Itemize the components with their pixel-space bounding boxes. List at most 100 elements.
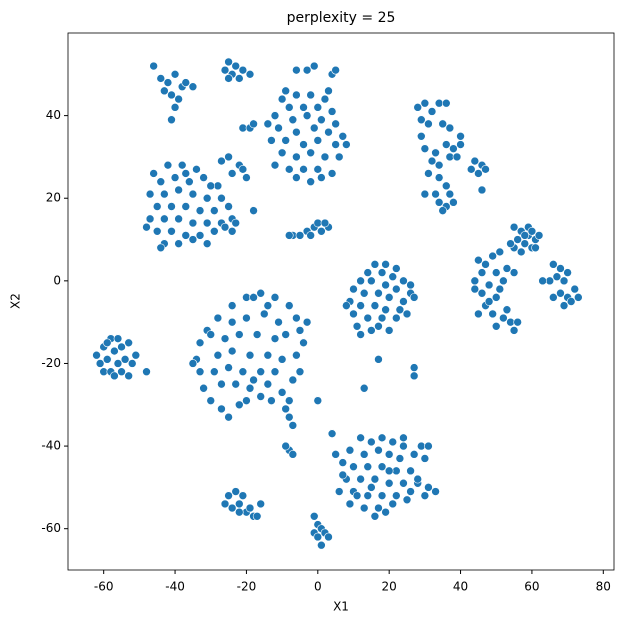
point: [313, 532, 323, 542]
point: [384, 466, 394, 476]
point: [249, 375, 258, 385]
point: [102, 338, 112, 348]
point: [377, 433, 387, 443]
point: [499, 313, 508, 323]
point: [338, 131, 348, 141]
point: [527, 226, 537, 236]
point: [295, 367, 305, 377]
point: [320, 218, 330, 228]
point: [131, 350, 141, 360]
point: [342, 140, 351, 149]
point: [334, 487, 344, 496]
point: [516, 247, 526, 257]
x-tick-label: 0: [314, 580, 322, 594]
point: [292, 152, 301, 162]
point: [381, 280, 390, 290]
point: [224, 491, 233, 500]
point: [324, 127, 333, 137]
point: [477, 288, 487, 298]
point: [431, 189, 440, 199]
point: [99, 367, 108, 377]
point: [331, 65, 340, 75]
point: [274, 123, 283, 133]
point: [370, 511, 380, 521]
point: [284, 231, 294, 240]
point: [359, 383, 369, 393]
chart-title: perplexity = 25: [287, 10, 396, 26]
point: [399, 297, 408, 306]
point: [277, 148, 287, 158]
point: [356, 330, 365, 339]
point: [388, 499, 398, 509]
point: [252, 330, 262, 339]
point: [220, 499, 230, 509]
point: [242, 173, 251, 182]
y-tick-label: -40: [41, 439, 61, 453]
point: [195, 338, 205, 348]
point: [167, 115, 176, 125]
point: [399, 433, 408, 443]
point: [124, 338, 133, 348]
point: [477, 268, 487, 277]
plot-frame: [67, 32, 615, 571]
point: [231, 487, 241, 496]
point: [220, 334, 230, 343]
point: [320, 152, 330, 162]
point: [416, 115, 426, 125]
point: [156, 74, 166, 83]
point: [227, 169, 237, 178]
point: [224, 412, 233, 422]
point: [363, 268, 373, 277]
point: [170, 173, 180, 182]
point: [445, 189, 455, 199]
point: [495, 284, 505, 294]
point: [142, 367, 151, 377]
point: [181, 169, 191, 178]
point: [342, 301, 351, 310]
point: [520, 239, 530, 248]
point: [292, 127, 301, 137]
point: [438, 206, 448, 215]
point: [213, 313, 223, 323]
point: [441, 140, 451, 149]
point: [399, 276, 408, 286]
point: [270, 160, 280, 170]
point: [392, 264, 401, 273]
point: [245, 70, 255, 79]
point: [288, 115, 298, 125]
point: [234, 507, 244, 517]
point: [345, 445, 355, 455]
point: [352, 321, 362, 331]
point: [206, 181, 216, 191]
point: [256, 499, 266, 509]
point: [292, 313, 301, 323]
point: [374, 445, 383, 455]
y-tick-label: -60: [41, 521, 61, 535]
point: [556, 264, 565, 273]
point: [420, 144, 430, 153]
point: [217, 193, 226, 203]
point: [420, 454, 430, 463]
point: [474, 309, 483, 319]
point: [374, 355, 383, 364]
point: [156, 243, 166, 253]
point: [392, 491, 401, 500]
point: [267, 396, 276, 405]
point: [431, 148, 440, 158]
point: [245, 350, 255, 360]
point: [356, 474, 365, 484]
point: [399, 441, 408, 451]
point: [242, 396, 251, 405]
point: [349, 462, 358, 472]
point: [210, 226, 219, 236]
point: [202, 239, 212, 248]
point: [416, 441, 426, 451]
point: [367, 437, 376, 447]
point: [234, 74, 244, 83]
point: [185, 177, 194, 187]
point: [384, 478, 394, 488]
point: [381, 260, 390, 269]
point: [506, 317, 515, 327]
point: [299, 140, 308, 149]
point: [195, 206, 205, 215]
